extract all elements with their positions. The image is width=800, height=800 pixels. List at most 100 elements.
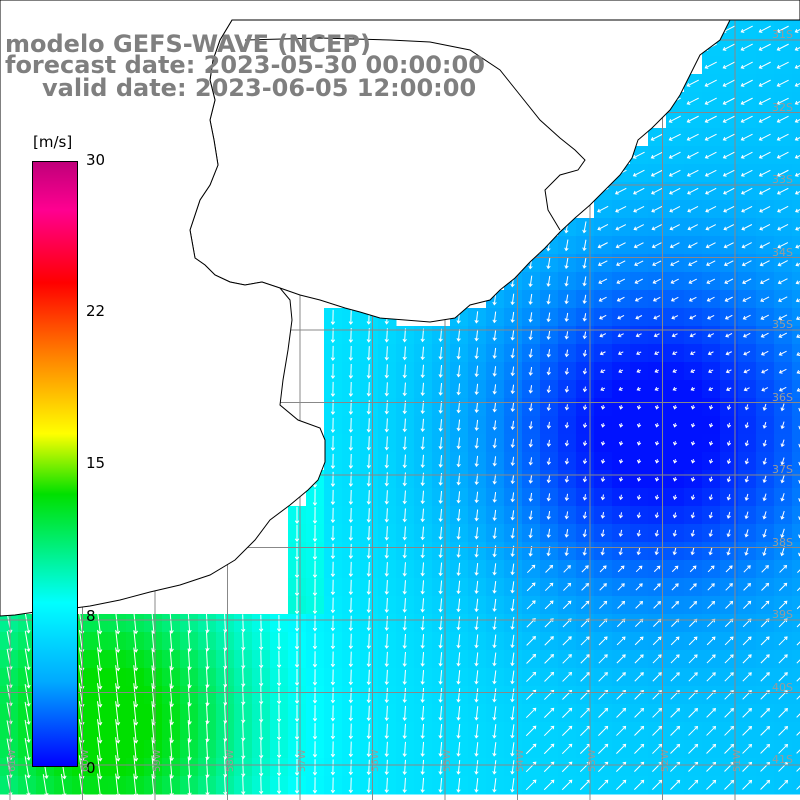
wind-vector: [475, 706, 479, 720]
wind-vector: [741, 97, 753, 105]
wind-vector: [619, 529, 623, 537]
wind-vector: [691, 547, 695, 555]
wind-vector: [421, 616, 425, 630]
wind-vector: [745, 440, 749, 446]
wind-vector-head: [740, 172, 745, 177]
wind-vector-head: [456, 391, 461, 396]
wind-vector-head: [456, 662, 461, 667]
wind-vector-head: [712, 654, 716, 658]
wind-vector-head: [438, 500, 443, 504]
wind-vector: [580, 708, 590, 718]
wind-vector: [547, 493, 551, 501]
wind-vector-head: [722, 82, 727, 87]
wind-vector: [439, 723, 443, 739]
wind-vector-head: [708, 441, 714, 446]
wind-vector-head: [776, 118, 781, 123]
wind-vector: [633, 187, 645, 195]
wind-vector: [561, 779, 573, 791]
wind-vector-head: [330, 447, 336, 451]
wind-vector-head: [348, 663, 353, 668]
wind-vector-head: [651, 190, 655, 195]
wind-vector-head: [510, 319, 515, 323]
wind-vector: [583, 349, 587, 357]
lon-label: 52W: [659, 749, 671, 772]
wind-vector-head: [724, 315, 729, 320]
wind-vector: [706, 672, 716, 682]
wind-vector-head: [492, 770, 497, 775]
wind-vector: [652, 672, 662, 682]
wind-vector-head: [348, 429, 354, 433]
wind-vector-head: [384, 663, 389, 667]
wind-vector: [742, 744, 752, 754]
wind-vector-head: [474, 553, 479, 558]
wind-vector: [635, 296, 643, 302]
wind-vector-head: [456, 409, 461, 414]
wind-vector-head: [133, 685, 139, 690]
wind-vector: [386, 346, 388, 360]
wind-vector-head: [712, 725, 717, 730]
wind-vector-head: [330, 573, 336, 578]
wind-vector: [457, 562, 461, 576]
wind-vector: [742, 260, 752, 266]
wind-vector-head: [276, 772, 282, 777]
wind-vector: [598, 726, 608, 736]
wind-cell: [792, 236, 800, 255]
wind-vector-head: [740, 100, 745, 105]
wind-vector: [404, 580, 406, 594]
wind-vector: [511, 742, 515, 756]
wind-vector: [565, 546, 569, 556]
wind-vector-head: [690, 496, 696, 501]
wind-vector-head: [241, 683, 246, 688]
wind-vector-head: [366, 663, 371, 668]
wind-vector: [724, 780, 734, 790]
wind-vector-head: [582, 478, 588, 483]
wind-vector: [205, 631, 209, 651]
wind-vector-head: [762, 479, 767, 484]
wind-vector: [529, 275, 533, 287]
wind-vector-head: [796, 370, 800, 374]
wind-vector: [671, 278, 679, 284]
wind-vector-head: [348, 645, 354, 650]
wind-vector: [511, 402, 515, 412]
wind-vector-head: [510, 372, 515, 377]
wind-vector-head: [759, 208, 763, 213]
wind-vector-head: [780, 497, 785, 502]
wind-vector-head: [582, 552, 587, 556]
wind-vector-head: [622, 743, 627, 748]
wind-vector: [671, 601, 679, 609]
wind-vector-head: [747, 583, 751, 587]
wind-vector: [475, 509, 479, 521]
wind-vector: [742, 242, 752, 248]
wind-vector: [583, 257, 587, 269]
wind-vector-head: [564, 318, 569, 322]
wind-vector: [634, 636, 644, 646]
wind-vector-head: [747, 636, 752, 641]
wind-vector-head: [384, 789, 389, 794]
wind-vector-head: [276, 790, 282, 795]
wind-vector-head: [8, 647, 13, 652]
wind-vector-head: [546, 534, 551, 539]
wind-vector-head: [636, 386, 641, 391]
wind-vector-head: [777, 244, 782, 249]
wind-vector: [493, 492, 497, 502]
wind-vector-head: [384, 753, 389, 758]
wind-vector-head: [474, 355, 479, 360]
wind-vector: [598, 708, 608, 718]
wind-vector-head: [674, 565, 679, 570]
wind-vector: [634, 672, 644, 682]
wind-vector: [547, 385, 551, 393]
wind-vector-head: [582, 353, 587, 357]
wind-vector-head: [62, 775, 67, 780]
wind-vector: [597, 761, 609, 773]
wind-vector-head: [564, 552, 569, 557]
wind-vector: [24, 630, 30, 652]
wind-vector: [725, 314, 733, 320]
wind-vector-head: [597, 262, 602, 267]
wind-vector-head: [510, 553, 515, 558]
wind-vector-head: [384, 392, 389, 397]
wind-vector-head: [258, 682, 264, 687]
wind-vector-head: [686, 154, 691, 159]
wind-vector-head: [258, 701, 264, 705]
wind-vector: [115, 665, 119, 689]
wind-vector-head: [366, 735, 371, 740]
